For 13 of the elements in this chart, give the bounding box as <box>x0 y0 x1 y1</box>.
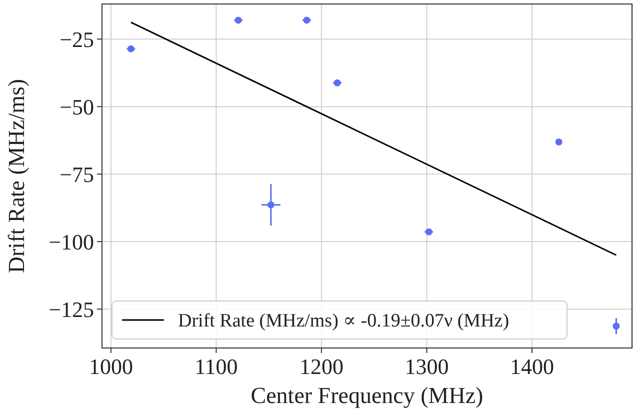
y-tick-label: −50 <box>60 94 94 120</box>
y-axis-title: Drift Rate (MHz/ms) <box>4 78 29 274</box>
x-tick-label: 1300 <box>404 354 449 379</box>
x-tick-label: 1100 <box>194 354 238 379</box>
y-tick-label: −125 <box>48 296 94 322</box>
x-tick-label: 1200 <box>299 354 344 379</box>
y-tick-label: −75 <box>60 162 94 187</box>
x-tick-label: 1000 <box>88 354 133 379</box>
y-tick-label: −100 <box>48 229 94 254</box>
y-tick-label: −25 <box>60 26 94 52</box>
legend-label: Drift Rate (MHz/ms) ∝ -0.19±0.07ν (MHz) <box>178 310 510 332</box>
x-tick-label: 1400 <box>510 354 554 379</box>
x-axis-title: Center Frequency (MHz) <box>250 383 484 408</box>
